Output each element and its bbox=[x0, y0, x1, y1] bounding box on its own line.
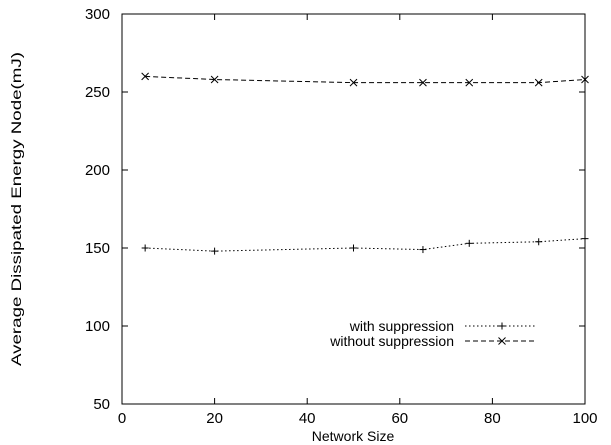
data-point bbox=[581, 75, 589, 84]
data-point bbox=[350, 244, 357, 252]
x-tick-label: 20 bbox=[206, 410, 223, 427]
y-tick-label: 250 bbox=[85, 84, 110, 101]
x-marker bbox=[349, 78, 358, 87]
data-point bbox=[465, 78, 474, 87]
x-marker bbox=[581, 75, 589, 84]
y-axis-title: Average Dissipated Energy Node(mJ) bbox=[8, 52, 24, 366]
x-tick-label: 80 bbox=[484, 410, 501, 427]
x-marker bbox=[534, 78, 543, 87]
x-tick-label: 0 bbox=[118, 410, 126, 427]
series-2 bbox=[141, 72, 589, 87]
legend-label: without suppression bbox=[329, 333, 454, 349]
x-marker bbox=[419, 78, 427, 87]
x-tick-label: 60 bbox=[391, 410, 408, 427]
data-point bbox=[141, 244, 149, 252]
x-marker bbox=[465, 78, 474, 87]
x-marker bbox=[141, 72, 150, 81]
y-tick-label: 100 bbox=[85, 318, 110, 335]
y-tick-label: 300 bbox=[85, 6, 110, 23]
x-marker bbox=[210, 75, 219, 84]
series-layer bbox=[141, 72, 589, 255]
x-axis-title: Network Size bbox=[312, 428, 395, 444]
axis-ticks: 0 20 40 60 80 100 50 100 150 200 250 300 bbox=[85, 6, 598, 427]
data-point bbox=[210, 75, 219, 84]
x-tick-label: 100 bbox=[572, 410, 597, 427]
data-point bbox=[419, 78, 427, 87]
data-point bbox=[419, 246, 427, 254]
y-tick-label: 50 bbox=[93, 396, 110, 413]
x-marker bbox=[498, 337, 506, 345]
data-point bbox=[535, 238, 543, 246]
data-point bbox=[211, 247, 219, 255]
data-point bbox=[349, 78, 358, 87]
plot-frame bbox=[121, 13, 586, 405]
y-tick-label: 150 bbox=[85, 240, 110, 257]
y-tick-label: 200 bbox=[85, 162, 110, 179]
x-tick-label: 40 bbox=[299, 410, 316, 427]
data-point bbox=[581, 235, 589, 243]
series-line bbox=[145, 238, 586, 252]
data-point bbox=[141, 72, 150, 81]
data-point bbox=[465, 239, 473, 247]
series-1 bbox=[141, 235, 589, 255]
legend-marker bbox=[498, 337, 506, 345]
series-line bbox=[145, 75, 586, 84]
legend-marker bbox=[498, 322, 506, 330]
data-point bbox=[534, 78, 543, 87]
legend-label: with suppression bbox=[349, 318, 454, 334]
